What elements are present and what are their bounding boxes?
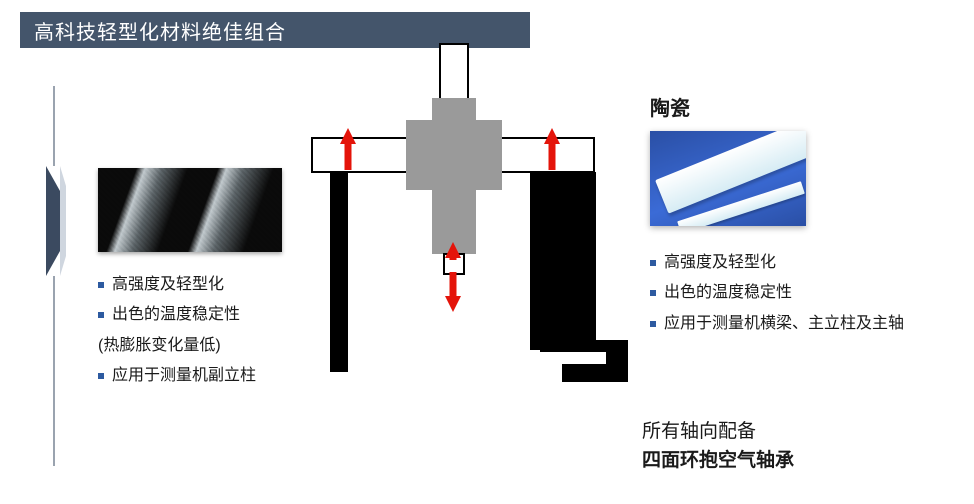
footer-text: 所有轴向配备 四面环抱空气轴承 [642,418,794,475]
left-bullet-3: 应用于测量机副立柱 [98,361,318,391]
right-bullet-3: 应用于测量机横梁、主立柱及主轴 [650,309,960,339]
footer-line-2: 四面环抱空气轴承 [642,447,794,476]
title-text: 高科技轻型化材料绝佳组合 [34,16,286,45]
ceramic-image [650,131,806,226]
left-accent-decoration [42,86,68,466]
right-panel: 陶瓷 高强度及轻型化 出色的温度稳定性 应用于测量机横梁、主立柱及主轴 [650,92,960,339]
left-bullet-list: 高强度及轻型化 出色的温度稳定性 (热膨胀变化量低) 应用于测量机副立柱 [98,270,318,392]
left-bullet-2: 出色的温度稳定性 [98,300,318,330]
left-panel: 高强度及轻型化 出色的温度稳定性 (热膨胀变化量低) 应用于测量机副立柱 [98,168,318,392]
ceramic-title: 陶瓷 [650,92,960,121]
left-bullet-2-sub: (热膨胀变化量低) [98,331,318,361]
right-bullet-1: 高强度及轻型化 [650,248,960,278]
machine-diagram [308,40,628,400]
right-bullet-list: 高强度及轻型化 出色的温度稳定性 应用于测量机横梁、主立柱及主轴 [650,248,960,339]
ceramic-bar-large [655,131,806,214]
footer-line-1: 所有轴向配备 [642,418,794,447]
carbon-rod-image [98,168,282,252]
right-bullet-2: 出色的温度稳定性 [650,278,960,308]
left-bullet-1: 高强度及轻型化 [98,270,318,300]
